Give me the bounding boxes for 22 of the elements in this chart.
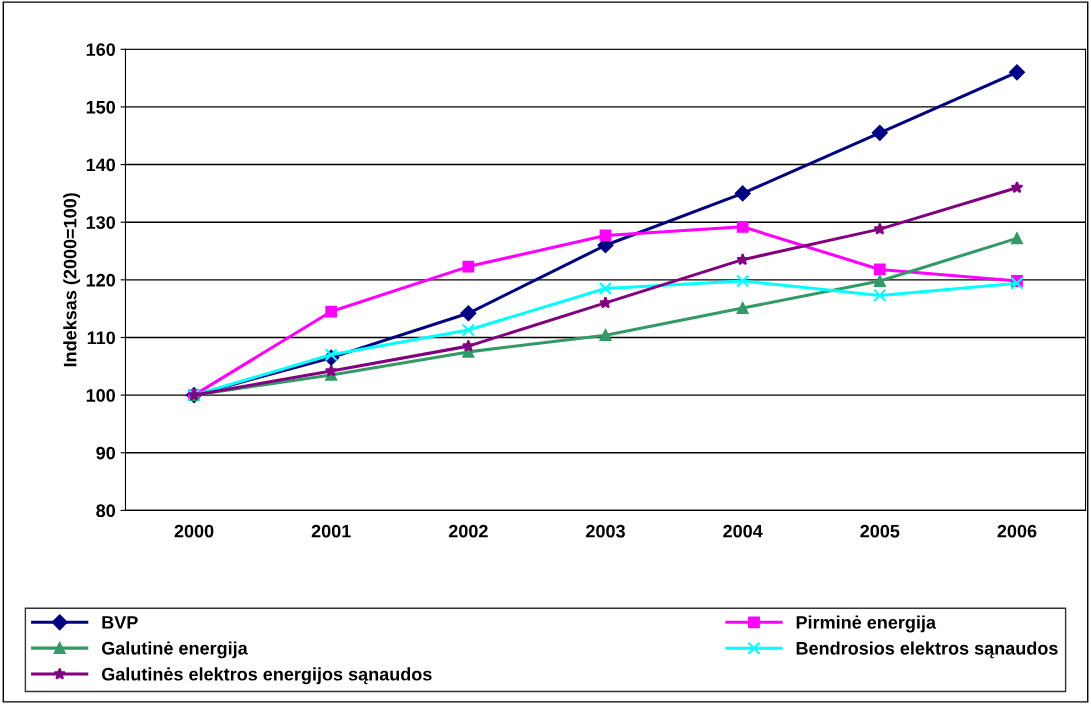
legend-label: Galutinės elektros energijos sąnaudos	[101, 667, 432, 685]
y-tick-label: 160	[86, 43, 116, 56]
legend-label: Bendrosios elektros sąnaudos	[796, 641, 1058, 659]
x-tick-label: 2005	[860, 524, 900, 538]
x-tick-label: 2001	[311, 524, 351, 538]
y-tick-label: 90	[96, 446, 115, 460]
y-tick-label: 100	[86, 389, 116, 402]
y-tick-label: 150	[86, 100, 116, 114]
y-axis-title: Indeksas (2000=100)	[63, 193, 81, 367]
legend-label: BVP	[102, 616, 138, 629]
x-tick-label: 2000	[174, 524, 214, 538]
y-tick-label: 80	[96, 504, 115, 518]
y-tick-label: 130	[86, 216, 116, 229]
legend-label: Galutinė energija	[101, 641, 248, 659]
y-tick-label: 110	[87, 331, 116, 345]
y-tick-label: 140	[86, 158, 116, 172]
x-tick-label: 2004	[723, 524, 763, 538]
y-tick-label: 120	[86, 273, 116, 287]
x-tick-label: 2002	[448, 524, 488, 538]
legend-label: Pirminė energija	[796, 615, 937, 633]
x-tick-label: 2006	[997, 524, 1037, 538]
x-tick-label: 2003	[586, 524, 625, 538]
